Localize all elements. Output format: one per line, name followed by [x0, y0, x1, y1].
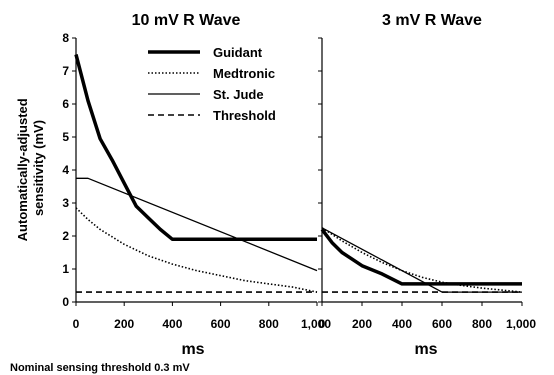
series-line-guidant-right: [320, 228, 522, 286]
y-tick-label: 7: [62, 64, 69, 78]
x-axis-label-right: ms: [414, 341, 437, 358]
legend-label-threshold: Threshold: [213, 108, 276, 123]
panel-title-left: 10 mV R Wave: [132, 12, 241, 29]
x-axis-label-left: ms: [181, 341, 204, 358]
x-tick-label-right: 600: [432, 317, 452, 331]
legend: Guidant Medtronic St. Jude Threshold: [148, 45, 276, 123]
panel-right: 0 200 400 600 800 1,000: [318, 37, 536, 331]
panel-left: 0 1 2 3 4 5 6 7 8 0 200 400 600 800 1,000: [62, 31, 331, 331]
legend-label-guidant: Guidant: [213, 45, 263, 60]
y-tick-label: 8: [62, 31, 69, 45]
y-tick-label: 5: [62, 130, 69, 144]
x-tick-label-right: 1,000: [506, 317, 536, 331]
y-tick-label: 0: [62, 295, 69, 309]
x-tick-label-left: 0: [73, 317, 80, 331]
x-tick-label-right: 400: [392, 317, 412, 331]
legend-label-st-jude: St. Jude: [213, 87, 264, 102]
footnote: Nominal sensing threshold 0.3 mV: [10, 362, 190, 374]
series-line-medtronic-left: [75, 207, 318, 293]
y-axis-label: Automatically-adjusted sensitivity (mV): [15, 95, 46, 242]
y-axis-label-line2: sensitivity (mV): [31, 120, 46, 216]
x-tick-label-left: 600: [211, 317, 231, 331]
y-tick-label: 6: [62, 97, 69, 111]
x-tick-label-left: 800: [259, 317, 279, 331]
x-tick-label-left: 200: [114, 317, 134, 331]
series-line-guidant-left: [74, 54, 317, 242]
x-tick-label-right: 0: [319, 317, 326, 331]
x-tick-label-right: 800: [472, 317, 492, 331]
x-tick-label-right: 200: [352, 317, 372, 331]
y-tick-label: 2: [62, 229, 69, 243]
y-tick-label: 3: [62, 196, 69, 210]
y-tick-label: 4: [62, 163, 69, 177]
series-line-medtronic-right: [321, 227, 523, 293]
x-tick-label-left: 400: [162, 317, 182, 331]
series-line-st-jude-left: [76, 177, 318, 272]
y-tick-label: 1: [62, 262, 69, 276]
panel-title-right: 3 mV R Wave: [382, 12, 482, 29]
legend-label-medtronic: Medtronic: [213, 66, 275, 81]
y-axis-label-line1: Automatically-adjusted: [15, 98, 30, 241]
x-tick-label-left: 1,000: [301, 317, 331, 331]
